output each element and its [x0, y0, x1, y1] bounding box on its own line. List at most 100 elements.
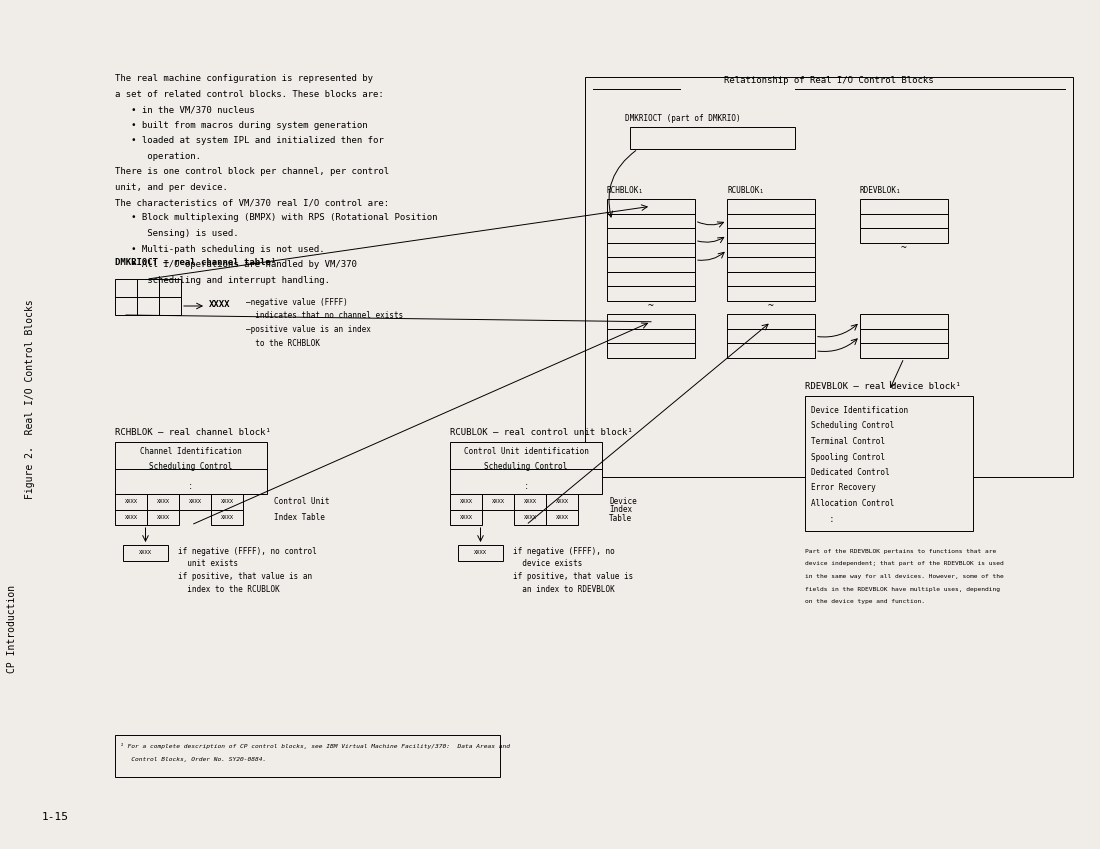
FancyBboxPatch shape: [607, 243, 695, 257]
Text: DMKRIOCT (part of DMKRIO): DMKRIOCT (part of DMKRIO): [625, 114, 740, 123]
FancyBboxPatch shape: [585, 77, 1072, 477]
Text: Relationship of Real I/O Control Blocks: Relationship of Real I/O Control Blocks: [724, 76, 934, 85]
Text: • Multi-path scheduling is not used.: • Multi-path scheduling is not used.: [116, 245, 324, 254]
Text: Sensing) is used.: Sensing) is used.: [116, 229, 239, 238]
FancyBboxPatch shape: [116, 279, 138, 297]
Text: XXXX: XXXX: [524, 499, 537, 504]
Text: RDEVBLOK₁: RDEVBLOK₁: [860, 186, 902, 195]
Text: The real machine configuration is represented by: The real machine configuration is repres…: [116, 74, 373, 83]
Text: ~: ~: [648, 301, 653, 312]
Text: XXXX: XXXX: [124, 514, 138, 520]
FancyBboxPatch shape: [211, 509, 243, 525]
Text: • in the VM/370 nucleus: • in the VM/370 nucleus: [116, 105, 255, 114]
FancyBboxPatch shape: [607, 213, 695, 228]
FancyBboxPatch shape: [727, 213, 815, 228]
Text: RDEVBLOK – real device block¹: RDEVBLOK – real device block¹: [805, 382, 961, 391]
FancyBboxPatch shape: [138, 279, 160, 297]
FancyBboxPatch shape: [727, 344, 815, 358]
Text: 1-15: 1-15: [42, 812, 68, 822]
Text: operation.: operation.: [116, 151, 201, 160]
FancyBboxPatch shape: [727, 257, 815, 272]
Text: XXXX: XXXX: [492, 499, 505, 504]
Text: XXXX: XXXX: [156, 499, 169, 504]
Text: XXXX: XXXX: [220, 514, 233, 520]
Text: Device: Device: [609, 498, 637, 506]
FancyBboxPatch shape: [147, 494, 179, 509]
FancyBboxPatch shape: [116, 509, 147, 525]
Text: • Block multiplexing (BMPX) with RPS (Rotational Position: • Block multiplexing (BMPX) with RPS (Ro…: [116, 213, 438, 222]
Text: There is one control block per channel, per control: There is one control block per channel, …: [116, 167, 389, 176]
Text: an index to RDEVBLOK: an index to RDEVBLOK: [513, 584, 615, 593]
Text: Scheduling Control: Scheduling Control: [150, 462, 232, 471]
FancyBboxPatch shape: [160, 279, 182, 297]
FancyBboxPatch shape: [607, 272, 695, 286]
Text: XXXX: XXXX: [556, 499, 569, 504]
Text: • built from macros during system generation: • built from macros during system genera…: [116, 121, 367, 130]
Text: XXXX: XXXX: [556, 514, 569, 520]
FancyBboxPatch shape: [116, 442, 267, 494]
FancyBboxPatch shape: [514, 494, 546, 509]
Text: Table: Table: [609, 514, 632, 523]
Text: index to the RCUBLOK: index to the RCUBLOK: [178, 584, 279, 593]
FancyBboxPatch shape: [179, 494, 211, 509]
Text: Terminal Control: Terminal Control: [811, 437, 886, 446]
Text: to the RCHBLOK: to the RCHBLOK: [246, 339, 320, 347]
FancyBboxPatch shape: [458, 545, 503, 561]
Text: Control Unit: Control Unit: [274, 498, 330, 506]
FancyBboxPatch shape: [607, 286, 695, 301]
FancyBboxPatch shape: [727, 199, 815, 213]
Text: ¹ For a complete description of CP control blocks, see IBM Virtual Machine Facil: ¹ For a complete description of CP contr…: [120, 743, 510, 749]
Text: Spooling Control: Spooling Control: [811, 453, 886, 462]
Text: XXXX: XXXX: [460, 499, 473, 504]
Text: Index Table: Index Table: [274, 513, 324, 522]
Text: XXXX: XXXX: [156, 514, 169, 520]
FancyBboxPatch shape: [727, 314, 815, 329]
FancyBboxPatch shape: [116, 735, 501, 777]
Text: fields in the RDEVBLOK have multiple uses, depending: fields in the RDEVBLOK have multiple use…: [805, 587, 1000, 592]
Text: ~: ~: [901, 244, 906, 254]
Text: RCHBLOK₁: RCHBLOK₁: [607, 186, 644, 195]
Text: XXXX: XXXX: [139, 550, 152, 555]
Text: –negative value (FFFF): –negative value (FFFF): [246, 298, 348, 307]
FancyBboxPatch shape: [860, 199, 948, 213]
Text: ~: ~: [768, 301, 774, 312]
FancyBboxPatch shape: [123, 545, 168, 561]
Text: –positive value is an index: –positive value is an index: [246, 325, 371, 334]
Text: if negative (FFFF), no: if negative (FFFF), no: [513, 547, 615, 556]
FancyBboxPatch shape: [630, 127, 795, 149]
FancyBboxPatch shape: [160, 297, 182, 315]
FancyBboxPatch shape: [805, 396, 974, 531]
FancyBboxPatch shape: [727, 286, 815, 301]
FancyBboxPatch shape: [727, 228, 815, 243]
Text: indicates that no channel exists: indicates that no channel exists: [246, 312, 404, 321]
Text: Allocation Control: Allocation Control: [811, 499, 894, 508]
FancyBboxPatch shape: [607, 314, 695, 329]
Text: unit exists: unit exists: [178, 559, 238, 569]
Text: Figure 2.  Real I/O Control Blocks: Figure 2. Real I/O Control Blocks: [25, 299, 35, 499]
FancyBboxPatch shape: [860, 344, 948, 358]
FancyBboxPatch shape: [727, 329, 815, 344]
Text: device exists: device exists: [513, 559, 582, 569]
Text: Control Blocks, Order No. SY20-0884.: Control Blocks, Order No. SY20-0884.: [120, 757, 266, 762]
Text: :: :: [811, 514, 834, 524]
Text: Scheduling Control: Scheduling Control: [484, 462, 568, 471]
Text: Device Identification: Device Identification: [811, 406, 909, 415]
Text: if positive, that value is: if positive, that value is: [513, 572, 634, 581]
FancyBboxPatch shape: [860, 329, 948, 344]
FancyBboxPatch shape: [450, 509, 482, 525]
Text: RCUBLOK₁: RCUBLOK₁: [727, 186, 764, 195]
FancyBboxPatch shape: [450, 494, 482, 509]
FancyBboxPatch shape: [546, 509, 578, 525]
Text: The characteristics of VM/370 real I/O control are:: The characteristics of VM/370 real I/O c…: [116, 198, 389, 207]
Text: a set of related control blocks. These blocks are:: a set of related control blocks. These b…: [116, 89, 384, 98]
FancyBboxPatch shape: [727, 272, 815, 286]
Text: :: :: [189, 481, 192, 491]
Text: unit, and per device.: unit, and per device.: [116, 183, 228, 192]
Text: Error Recovery: Error Recovery: [811, 483, 876, 492]
Text: on the device type and function.: on the device type and function.: [805, 599, 925, 604]
Text: • loaded at system IPL and initialized then for: • loaded at system IPL and initialized t…: [116, 136, 384, 145]
FancyBboxPatch shape: [860, 314, 948, 329]
FancyBboxPatch shape: [211, 494, 243, 509]
Text: XXXX: XXXX: [474, 550, 487, 555]
Text: in the same way for all devices. However, some of the: in the same way for all devices. However…: [805, 574, 1004, 579]
